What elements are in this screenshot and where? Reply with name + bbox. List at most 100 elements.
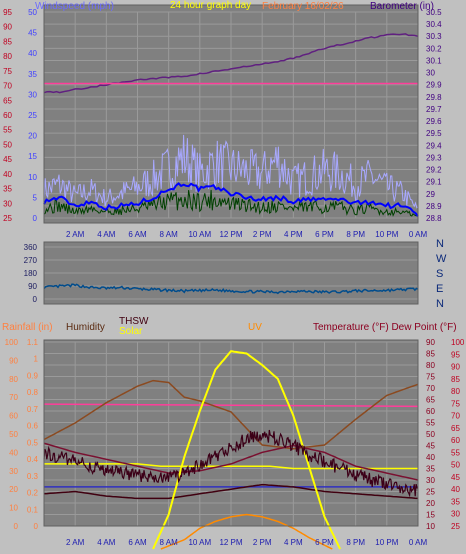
temp-outer-tick-label: 60 <box>451 436 460 445</box>
plot-border <box>43 241 419 305</box>
barometer-tick-label: 29.5 <box>426 129 442 138</box>
uv-series <box>160 513 333 550</box>
temp-tick-label: 20 <box>426 499 435 508</box>
x-tick-label: 8 PM <box>346 538 365 547</box>
direction-tick-label: 360 <box>24 243 38 252</box>
barometer-tick-label: 30.3 <box>426 32 442 41</box>
x-tick-label: 2 PM <box>253 538 272 547</box>
rain-tick-label: 1 <box>34 355 39 364</box>
temp-tick-label: 45 <box>426 442 435 451</box>
barometer-tick-label: 29.9 <box>426 81 442 90</box>
rainfall-label: Rainfall (in) <box>2 322 53 333</box>
wind-avg-series <box>43 182 419 217</box>
temp-tick-label: 30 <box>426 476 435 485</box>
temp-outer-tick-label: 25 <box>451 522 460 531</box>
rain-tick-label: 0 <box>34 522 39 531</box>
direction-tick-label: 180 <box>24 269 38 278</box>
temp-tick-label: 65 <box>426 396 435 405</box>
barometer-tick-label: 29.7 <box>426 105 442 114</box>
barometer-tick-label: 29 <box>426 190 435 199</box>
barometer-tick-label: 29.3 <box>426 153 442 162</box>
plot-border <box>43 4 419 224</box>
wind-tick-label: 5 <box>33 193 38 202</box>
wind-gust-tick-label: 85 <box>3 37 12 46</box>
humidity-tick-label: 40 <box>9 448 18 457</box>
x-tick-label: 6 PM <box>315 230 334 239</box>
wind-tick-label: 50 <box>28 8 37 17</box>
x-tick-label: 8 PM <box>346 230 365 239</box>
wind-gust-tick-label: 35 <box>3 185 12 194</box>
barometer-tick-label: 29.1 <box>426 178 442 187</box>
axis-labels: 30.5 30.4 30.3 30.2 30.1 30 29.9 29.8 29.7 29.6 29… <box>3 8 465 547</box>
wind-marks <box>43 33 419 217</box>
humidity-tick-label: 100 <box>5 338 19 347</box>
x-tick-label: 10 AM <box>188 538 211 547</box>
wind-gust-tick-label: 30 <box>3 199 12 208</box>
plot-border <box>43 339 419 527</box>
x-tick-label: 4 PM <box>284 230 303 239</box>
wind-gust-tick-label: 25 <box>3 214 12 223</box>
barometer-tick-label: 30.2 <box>426 44 442 53</box>
x-tick-label: 10 AM <box>188 230 211 239</box>
barometer-tick-label: 30 <box>426 69 435 78</box>
x-tick-label: 2 AM <box>66 538 85 547</box>
humidity-label: Humidity <box>66 322 105 333</box>
temp-tick-label: 60 <box>426 407 435 416</box>
temp-marks <box>43 4 419 550</box>
rain-tick-label: 0.3 <box>27 472 39 481</box>
rain-tick-label: 0.5 <box>27 438 39 447</box>
barometer-tick-label: 30.1 <box>426 56 442 65</box>
humidity-tick-label: 10 <box>9 504 18 513</box>
humidity-series <box>43 379 419 450</box>
dew-point-series <box>43 442 419 481</box>
temperature-label: Temperature (°F) Dew Point (°F) <box>313 322 457 333</box>
wind-gust-tick-label: 90 <box>3 23 12 32</box>
chart-title: 24 hour graph day <box>170 0 251 11</box>
temp-outer-tick-label: 65 <box>451 424 460 433</box>
rain-tick-label: 0.6 <box>27 422 39 431</box>
direction-w: W <box>436 253 447 265</box>
x-tick-label: 10 PM <box>375 230 398 239</box>
temp-outer-tick-label: 40 <box>451 485 460 494</box>
direction-s: S <box>436 268 443 280</box>
temp-outer-tick-label: 95 <box>451 350 460 359</box>
temp-tick-label: 85 <box>426 350 435 359</box>
temp-outer-tick-label: 35 <box>451 497 460 506</box>
barometer-tick-label: 29.8 <box>426 93 442 102</box>
rain-tick-label: 0.4 <box>27 455 39 464</box>
humidity-tick-label: 50 <box>9 430 18 439</box>
temp-tick-label: 80 <box>426 361 435 370</box>
wind-tick-label: 15 <box>28 152 37 161</box>
wind-tick-label: 40 <box>28 49 37 58</box>
direction-n-bottom: N <box>436 298 444 310</box>
uv-label: UV <box>248 322 262 333</box>
wind-gust-tick-label: 80 <box>3 52 12 61</box>
chart-date: February 16/02/26 <box>262 1 344 12</box>
wind-tick-label: 30 <box>28 90 37 99</box>
temp-tick-label: 10 <box>426 522 435 531</box>
wind-tick-label: 45 <box>28 29 37 38</box>
thsw-label: THSW <box>119 316 149 327</box>
temp-outer-tick-label: 85 <box>451 375 460 384</box>
humidity-tick-label: 30 <box>9 467 18 476</box>
temp-tick-label: 35 <box>426 465 435 474</box>
temp-outer-tick-label: 90 <box>451 363 460 372</box>
temp-outer-tick-label: 55 <box>451 448 460 457</box>
x-tick-label: 0 AM <box>409 538 428 547</box>
rain-tick-label: 0.7 <box>27 405 39 414</box>
x-tick-label: 10 PM <box>375 538 398 547</box>
temp-outer-tick-label: 50 <box>451 461 460 470</box>
windspeed-label: Windspeed (mph) <box>35 1 114 12</box>
wind-gust-tick-label: 70 <box>3 82 12 91</box>
temp-tick-label: 75 <box>426 373 435 382</box>
wind-gust-tick-label: 95 <box>3 8 12 17</box>
wind-tick-label: 10 <box>28 173 37 182</box>
temp-outer-tick-label: 70 <box>451 412 460 421</box>
x-tick-label: 6 AM <box>128 538 147 547</box>
x-tick-label: 4 PM <box>284 538 303 547</box>
temp-tick-label: 50 <box>426 430 435 439</box>
temp-tick-label: 25 <box>426 488 435 497</box>
direction-e: E <box>436 283 443 295</box>
temp-outer-tick-label: 100 <box>451 338 465 347</box>
